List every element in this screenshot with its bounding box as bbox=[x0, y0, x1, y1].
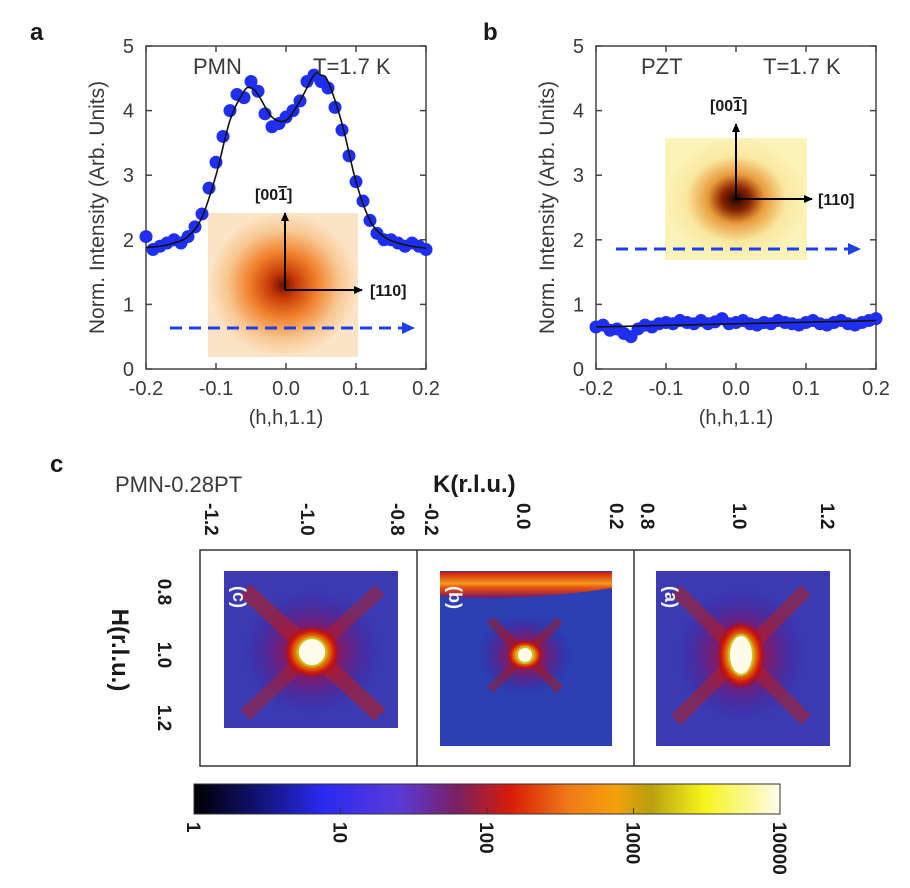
y-tick-label-b: 5 bbox=[573, 36, 584, 58]
data-point-a bbox=[216, 129, 230, 143]
heatmap-x-tick-label: -0.2 bbox=[420, 503, 441, 536]
x-axis-label-a: (h,h,1.1) bbox=[249, 407, 323, 429]
y-tick-label-b: 1 bbox=[573, 294, 584, 316]
subpanel-c-core bbox=[297, 637, 327, 667]
x-tick-label-b: 0.2 bbox=[862, 378, 890, 400]
colorbar-tick-label: 1 bbox=[182, 822, 203, 833]
heatmap-top-ticks: -1.2 -1.0 -0.8 -0.2 0.0 0.2 0.8 1.0 1.2 bbox=[200, 503, 837, 536]
inset-map-a bbox=[208, 213, 358, 357]
inset-label-vertical-b: [001] bbox=[710, 98, 747, 115]
data-point-a bbox=[139, 230, 153, 244]
inset-label-vertical-a: [001] bbox=[255, 187, 292, 204]
data-point-a bbox=[251, 84, 265, 98]
x-tick-label-a: -0.2 bbox=[129, 378, 163, 400]
subpanel-c-label: (c) bbox=[229, 586, 249, 608]
data-point-a bbox=[202, 181, 216, 195]
x-tick-label-b: -0.1 bbox=[649, 378, 683, 400]
plot-area-a: -0.2 -0.1 0.0 0.1 0.2 0 1 2 3 4 5 (h,h,1.1) Norm. In… bbox=[86, 36, 440, 429]
x-tick-label-b: 0.0 bbox=[722, 378, 750, 400]
heatmap-subpanel-b: (b) bbox=[440, 571, 612, 746]
heatmap-x-tick-label: -0.8 bbox=[386, 503, 407, 536]
data-point-a bbox=[419, 242, 433, 256]
fit-line-b bbox=[595, 319, 877, 328]
data-point-a bbox=[258, 107, 272, 121]
heatmap-subpanel-a: (a) bbox=[656, 571, 830, 746]
y-tick-label-a: 3 bbox=[123, 165, 134, 187]
panel-label-b: b bbox=[483, 19, 498, 46]
heatmap-x-tick-label: 0.0 bbox=[512, 503, 533, 529]
data-point-a bbox=[237, 91, 251, 105]
subpanel-a-label: (a) bbox=[661, 586, 681, 608]
y-tick-label-a: 0 bbox=[123, 359, 134, 381]
y-tick-label-b: 4 bbox=[573, 101, 584, 123]
heatmap-x-tick-label: -1.2 bbox=[200, 503, 221, 536]
subpanel-b-band bbox=[440, 572, 612, 598]
chart-title-b: PZT bbox=[641, 54, 683, 79]
panel-a: [001] [110] -0.2 -0.1 0.0 0.1 0.2 0 1 2 3 4 5 (h,h,… bbox=[86, 36, 440, 429]
panel-b: [001] [110] -0.2 -0.1 0.0 0.1 0.2 0 1 2 3 4 5 (h,h,… bbox=[536, 36, 890, 429]
x-axis-label-b: (h,h,1.1) bbox=[699, 407, 773, 429]
colorbar-tick-label: 1000 bbox=[622, 822, 643, 864]
colorbar-tick-label: 10 bbox=[329, 822, 350, 843]
heatmap-x-tick-label: -1.0 bbox=[296, 503, 317, 536]
data-point-a bbox=[244, 75, 258, 89]
heatmap-left-ticks: 0.8 1.0 1.2 bbox=[153, 579, 174, 731]
x-tick-label-a: -0.1 bbox=[199, 378, 233, 400]
heatmap-subpanel-c: (c) bbox=[224, 571, 398, 728]
fit-line-a bbox=[145, 72, 427, 249]
colorbar-tick-label: 100 bbox=[475, 822, 496, 854]
panel-label-c: c bbox=[50, 451, 63, 478]
temperature-label-b: T=1.7 K bbox=[763, 54, 841, 79]
heatmap-x-tick-label: 1.0 bbox=[728, 503, 749, 529]
x-axis-label-c: K(r.l.u.) bbox=[433, 471, 516, 498]
chart-title-c: PMN-0.28PT bbox=[115, 472, 242, 497]
subpanel-b-label: (b) bbox=[445, 586, 465, 609]
x-tick-label-a: 0.0 bbox=[272, 378, 300, 400]
x-tick-label-a: 0.1 bbox=[342, 378, 370, 400]
inset-bar-digit-a: 1 bbox=[278, 187, 287, 204]
y-axis-label-a: Norm. Intensity (Arb. Units) bbox=[86, 81, 109, 334]
heatmap-y-tick-label: 1.2 bbox=[153, 705, 174, 731]
panel-label-a: a bbox=[30, 19, 44, 46]
plot-area-b: -0.2 -0.1 0.0 0.1 0.2 0 1 2 3 4 5 (h,h,1.1) Norm. In… bbox=[536, 36, 890, 429]
x-tick-label-b: -0.2 bbox=[579, 378, 613, 400]
x-tick-label-b: 0.1 bbox=[792, 378, 820, 400]
panel-c: PMN-0.28PT K(r.l.u.) H(r.l.u.) (c) (b) bbox=[106, 471, 851, 875]
data-point-a bbox=[223, 104, 237, 118]
heatmap-y-tick-label: 0.8 bbox=[153, 579, 174, 605]
heatmap-y-tick-label: 1.0 bbox=[153, 642, 174, 668]
inset-label-horizontal-b: [110] bbox=[818, 192, 854, 209]
colorbar-ticks: 1 10 100 1000 10000 bbox=[182, 808, 789, 875]
y-tick-label-b: 0 bbox=[573, 359, 584, 381]
y-axis-label-c: H(r.l.u.) bbox=[106, 609, 133, 692]
y-tick-label-a: 2 bbox=[123, 230, 134, 252]
y-tick-label-b: 2 bbox=[573, 230, 584, 252]
y-tick-label-a: 4 bbox=[123, 101, 134, 123]
subpanel-b-core bbox=[516, 646, 534, 664]
heatmap-x-tick-label: 0.2 bbox=[605, 503, 626, 529]
heatmap-x-tick-label: 0.8 bbox=[636, 503, 657, 529]
subpanel-a-core bbox=[728, 634, 754, 676]
y-tick-label-b: 3 bbox=[573, 165, 584, 187]
y-axis-label-b: Norm. Intensity (Arb. Units) bbox=[536, 81, 559, 334]
data-point-a bbox=[356, 194, 370, 208]
inset-label-horizontal-a: [110] bbox=[370, 283, 406, 300]
heatmap-x-tick-label: 1.2 bbox=[816, 503, 837, 529]
y-tick-label-a: 5 bbox=[123, 36, 134, 58]
chart-title-a: PMN bbox=[193, 54, 242, 79]
inset-bar-digit-b: 1 bbox=[733, 98, 742, 115]
colorbar-tick-label: 10000 bbox=[768, 822, 789, 875]
temperature-label-a: T=1.7 K bbox=[313, 54, 391, 79]
data-point-b bbox=[869, 312, 883, 326]
y-tick-label-a: 1 bbox=[123, 294, 134, 316]
x-tick-label-a: 0.2 bbox=[412, 378, 440, 400]
